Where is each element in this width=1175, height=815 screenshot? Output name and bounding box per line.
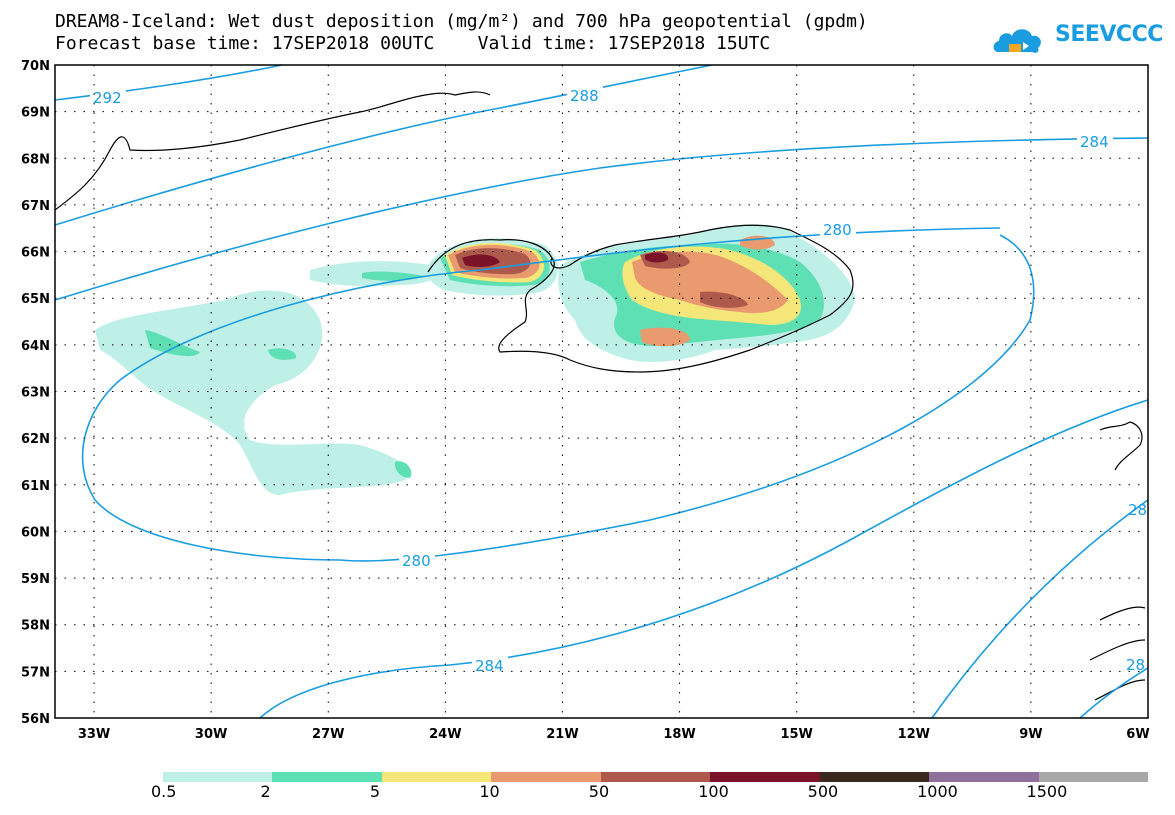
contour-label: 280 <box>823 221 852 239</box>
coastlines <box>54 91 1146 701</box>
legend-color-swatch <box>272 772 382 782</box>
contour-label: 280 <box>402 552 431 570</box>
latitude-tick-label: 57N <box>21 665 50 680</box>
legend-label: 10 <box>479 782 500 801</box>
latitude-tick-label: 67N <box>21 199 50 214</box>
longitude-tick-label: 15W <box>780 727 812 742</box>
longitude-tick-label: 6W <box>1126 727 1149 742</box>
longitude-tick-label: 21W <box>546 727 578 742</box>
latitude-tick-label: 58N <box>21 619 50 634</box>
latitude-tick-label: 56N <box>21 712 50 727</box>
contour-label: 28 <box>1128 501 1147 519</box>
legend-label: 1500 <box>1026 782 1068 801</box>
legend-color-swatch <box>600 772 711 782</box>
latitude-tick-label: 63N <box>21 386 50 401</box>
longitude-tick-label: 30W <box>195 727 227 742</box>
longitude-tick-label: 18W <box>663 727 695 742</box>
longitude-tick-label: 24W <box>429 727 461 742</box>
legend-color-swatch <box>710 772 820 782</box>
legend-label: 0.5 <box>151 782 177 801</box>
legend-label: 50 <box>588 782 610 801</box>
legend-color-swatch <box>491 772 601 782</box>
legend-color-swatch <box>929 772 1039 782</box>
latitude-tick-label: 68N <box>21 152 50 167</box>
dust-deposition-shading <box>95 224 855 495</box>
contour-label: 288 <box>570 87 599 105</box>
contour-label: 284 <box>1080 133 1109 151</box>
longitude-tick-label: 27W <box>312 727 344 742</box>
legend-color-swatch <box>1038 772 1148 782</box>
contour-label: 284 <box>475 657 504 675</box>
longitude-tick-label: 33W <box>78 727 110 742</box>
map-title: DREAM8-Iceland: Wet dust deposition (mg/… <box>55 11 868 32</box>
contour-label: 292 <box>93 89 122 107</box>
latitude-tick-label: 61N <box>21 479 50 494</box>
forecast-time-line: Forecast base time: 17SEP2018 00UTC Vali… <box>55 33 771 54</box>
seevccc-cloud-logo-icon <box>993 29 1041 53</box>
legend-label: 2 <box>260 782 271 801</box>
latitude-tick-label: 60N <box>21 525 50 540</box>
latitude-tick-label: 65N <box>21 292 50 307</box>
latitude-tick-label: 69N <box>21 106 50 121</box>
contour-label: 28 <box>1126 656 1145 674</box>
logo-text: SEEVCCC <box>1055 22 1163 47</box>
latitude-tick-label: 59N <box>21 572 50 587</box>
geopotential-contours <box>54 64 1149 719</box>
legend-colorbar <box>163 772 1148 782</box>
contour-labels: 292 288 284 280 280 284 28 28 <box>90 86 1147 675</box>
map-frame <box>54 64 1149 719</box>
longitude-tick-label: 9W <box>1019 727 1042 742</box>
latitude-tick-label: 62N <box>21 432 50 447</box>
latitude-tick-label: 64N <box>21 339 50 354</box>
legend-label: 100 <box>698 782 729 801</box>
legend-color-swatch <box>381 772 492 782</box>
latitude-tick-label: 66N <box>21 246 50 261</box>
legend-label: 1000 <box>917 782 958 801</box>
legend-label: 500 <box>807 782 839 801</box>
legend-color-swatch <box>819 772 930 782</box>
latitude-tick-label: 70N <box>21 59 50 74</box>
legend-color-swatch <box>163 772 273 782</box>
legend-label: 5 <box>369 782 381 801</box>
longitude-tick-label: 12W <box>898 727 930 742</box>
